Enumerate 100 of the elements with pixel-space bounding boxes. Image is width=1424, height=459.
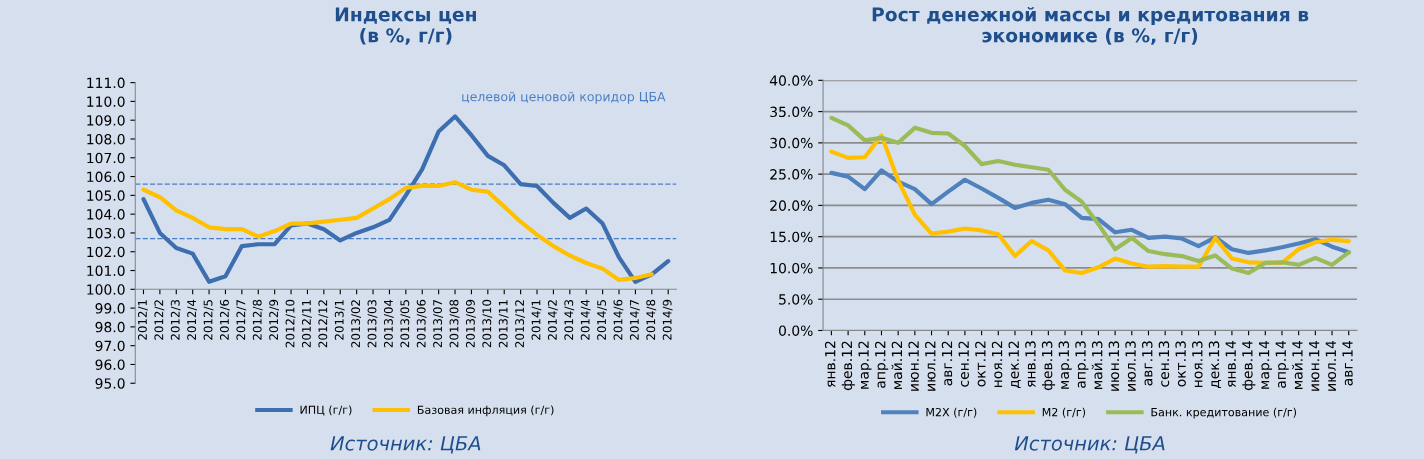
y-tick-label: 25.0% — [770, 169, 813, 180]
x-tick-label: 2012/6 — [219, 299, 230, 340]
y-tick-label: 97.0 — [95, 340, 125, 352]
x-tick-label: 2013/1 — [334, 300, 345, 340]
annotation: целевой ценовой коридор ЦБА — [462, 91, 666, 104]
x-tick-label: янв.14 — [1225, 340, 1236, 388]
x-tick-label: сен.13 — [1158, 341, 1170, 387]
x-tick-label: июн.12 — [908, 341, 919, 391]
y-tick-label: 40.0% — [769, 75, 813, 86]
y-tick-label: 105.0 — [87, 190, 125, 201]
x-tick-label: 2013/04 — [383, 299, 394, 348]
x-tick-label: авг.14 — [1342, 340, 1353, 386]
x-tick-label: мар.12 — [858, 341, 872, 389]
x-tick-label: 2014/5 — [597, 300, 607, 340]
x-tick-label: янв.13 — [1025, 341, 1036, 388]
y-tick-label: 106.0 — [87, 171, 125, 183]
y-tick-label: 95.0 — [95, 378, 125, 389]
x-tick-label: 2013/10 — [482, 299, 493, 348]
x-tick-label: мар.14 — [1259, 340, 1273, 389]
legend-label: Базовая инфляция (г/г) — [417, 405, 554, 417]
x-tick-label: фев.13 — [1041, 341, 1056, 391]
y-tick-label: 110.0 — [87, 96, 125, 107]
x-tick-label: 2014/1 — [531, 300, 542, 340]
x-tick-label: фев.14 — [1242, 340, 1256, 391]
x-tick-label: апр.13 — [1075, 341, 1089, 388]
x-tick-label: 2013/09 — [465, 299, 476, 348]
chart-title: Индексы цен (в %, г/г) — [335, 7, 476, 45]
x-tick-label: авг.13 — [1142, 341, 1153, 386]
x-tick-label: 2013/08 — [449, 299, 460, 348]
x-tick-label: авг.12 — [941, 341, 953, 386]
y-tick-label: 102.0 — [87, 246, 125, 258]
x-tick-label: окт.12 — [975, 341, 986, 387]
y-tick-label: 107.0 — [87, 152, 125, 164]
x-tick-label: июн.14 — [1309, 340, 1320, 391]
y-tick-label: 0.0% — [778, 325, 813, 336]
x-tick-label: июл.13 — [1125, 341, 1136, 391]
x-tick-label: июл.14 — [1325, 340, 1337, 391]
line-series — [141, 180, 654, 283]
legend-label: M2X (г/г) — [926, 407, 977, 418]
legend-label: ИПЦ (г/г) — [300, 405, 352, 416]
x-tick-label: 2013/02 — [351, 300, 361, 348]
x-tick-label: 2014/7 — [629, 300, 640, 340]
y-tick-label: 104.0 — [87, 209, 125, 220]
x-tick-label: 2013/07 — [433, 300, 443, 348]
y-tick-label: 35.0% — [770, 106, 813, 118]
x-tick-label: 2012/12 — [318, 300, 329, 348]
x-tick-label: апр.14 — [1275, 340, 1289, 388]
x-tick-label: 2013/05 — [400, 300, 411, 348]
y-tick-label: 20.0% — [770, 200, 813, 211]
x-tick-label: фев.12 — [841, 341, 855, 391]
y-tick-label: 96.0 — [95, 359, 125, 370]
x-tick-label: 2014/2 — [547, 300, 558, 340]
y-tick-label: 108.0 — [87, 133, 125, 145]
y-tick-label: 99.0 — [95, 303, 125, 314]
y-tick-label: 98.0 — [95, 321, 125, 333]
x-tick-label: 2014/6 — [613, 299, 624, 340]
x-tick-label: 2014/4 — [580, 299, 591, 340]
x-tick-label: 2012/8 — [252, 299, 263, 340]
x-tick-label: янв.12 — [824, 341, 836, 388]
line-series — [141, 114, 671, 284]
x-tick-label: ноя.13 — [1192, 341, 1203, 387]
y-tick-label: 103.0 — [87, 227, 125, 239]
x-tick-label: 2012/1 — [137, 300, 148, 340]
line-series — [829, 168, 1351, 256]
x-tick-label: 2013/06 — [416, 299, 427, 348]
x-tick-label: 2012/11 — [301, 300, 312, 348]
text: Источник: ЦБА — [1014, 436, 1165, 454]
x-tick-label: окт.13 — [1175, 341, 1186, 387]
x-tick-label: 2013/12 — [515, 300, 525, 348]
y-tick-label: 100.0 — [87, 284, 125, 295]
x-tick-label: май.13 — [1091, 341, 1103, 390]
y-tick-label: 5.0% — [779, 294, 813, 305]
x-tick-label: мар.13 — [1058, 341, 1072, 389]
x-tick-label: дек.12 — [1008, 341, 1021, 389]
x-tick-label: 2012/10 — [285, 299, 296, 348]
x-tick-label: июл.12 — [925, 341, 936, 391]
x-tick-label: сен.12 — [958, 341, 969, 387]
text: Источник: ЦБА — [330, 436, 481, 454]
x-tick-label: 2012/5 — [203, 300, 214, 340]
x-tick-label: 2013/03 — [367, 299, 378, 348]
y-tick-label: 101.0 — [87, 265, 125, 276]
x-tick-label: 2013/11 — [498, 300, 509, 348]
x-tick-label: 2012/3 — [170, 299, 181, 340]
x-tick-label: апр.12 — [875, 341, 889, 388]
chart-title: Рост денежной массы и кредитования в экономике (в %, г/г) — [872, 6, 1309, 45]
y-tick-label: 30.0% — [770, 137, 813, 149]
x-tick-label: 2014/8 — [646, 299, 657, 340]
x-tick-label: май.12 — [891, 341, 903, 390]
x-tick-label: ноя.12 — [991, 341, 1003, 387]
x-tick-label: 2014/3 — [564, 299, 575, 340]
y-tick-label: 109.0 — [87, 115, 125, 126]
legend-label: M2 (г/г) — [1042, 407, 1086, 418]
x-tick-label: 2012/7 — [236, 300, 247, 340]
x-tick-label: 2012/4 — [187, 299, 198, 340]
x-tick-label: 2014/9 — [662, 299, 673, 340]
x-tick-label: июн.13 — [1108, 341, 1120, 391]
legend-label: Банк. кредитование (г/г) — [1151, 407, 1297, 419]
x-tick-label: 2012/9 — [269, 299, 280, 340]
y-tick-label: 15.0% — [770, 231, 813, 243]
x-tick-label: 2012/2 — [154, 300, 165, 340]
